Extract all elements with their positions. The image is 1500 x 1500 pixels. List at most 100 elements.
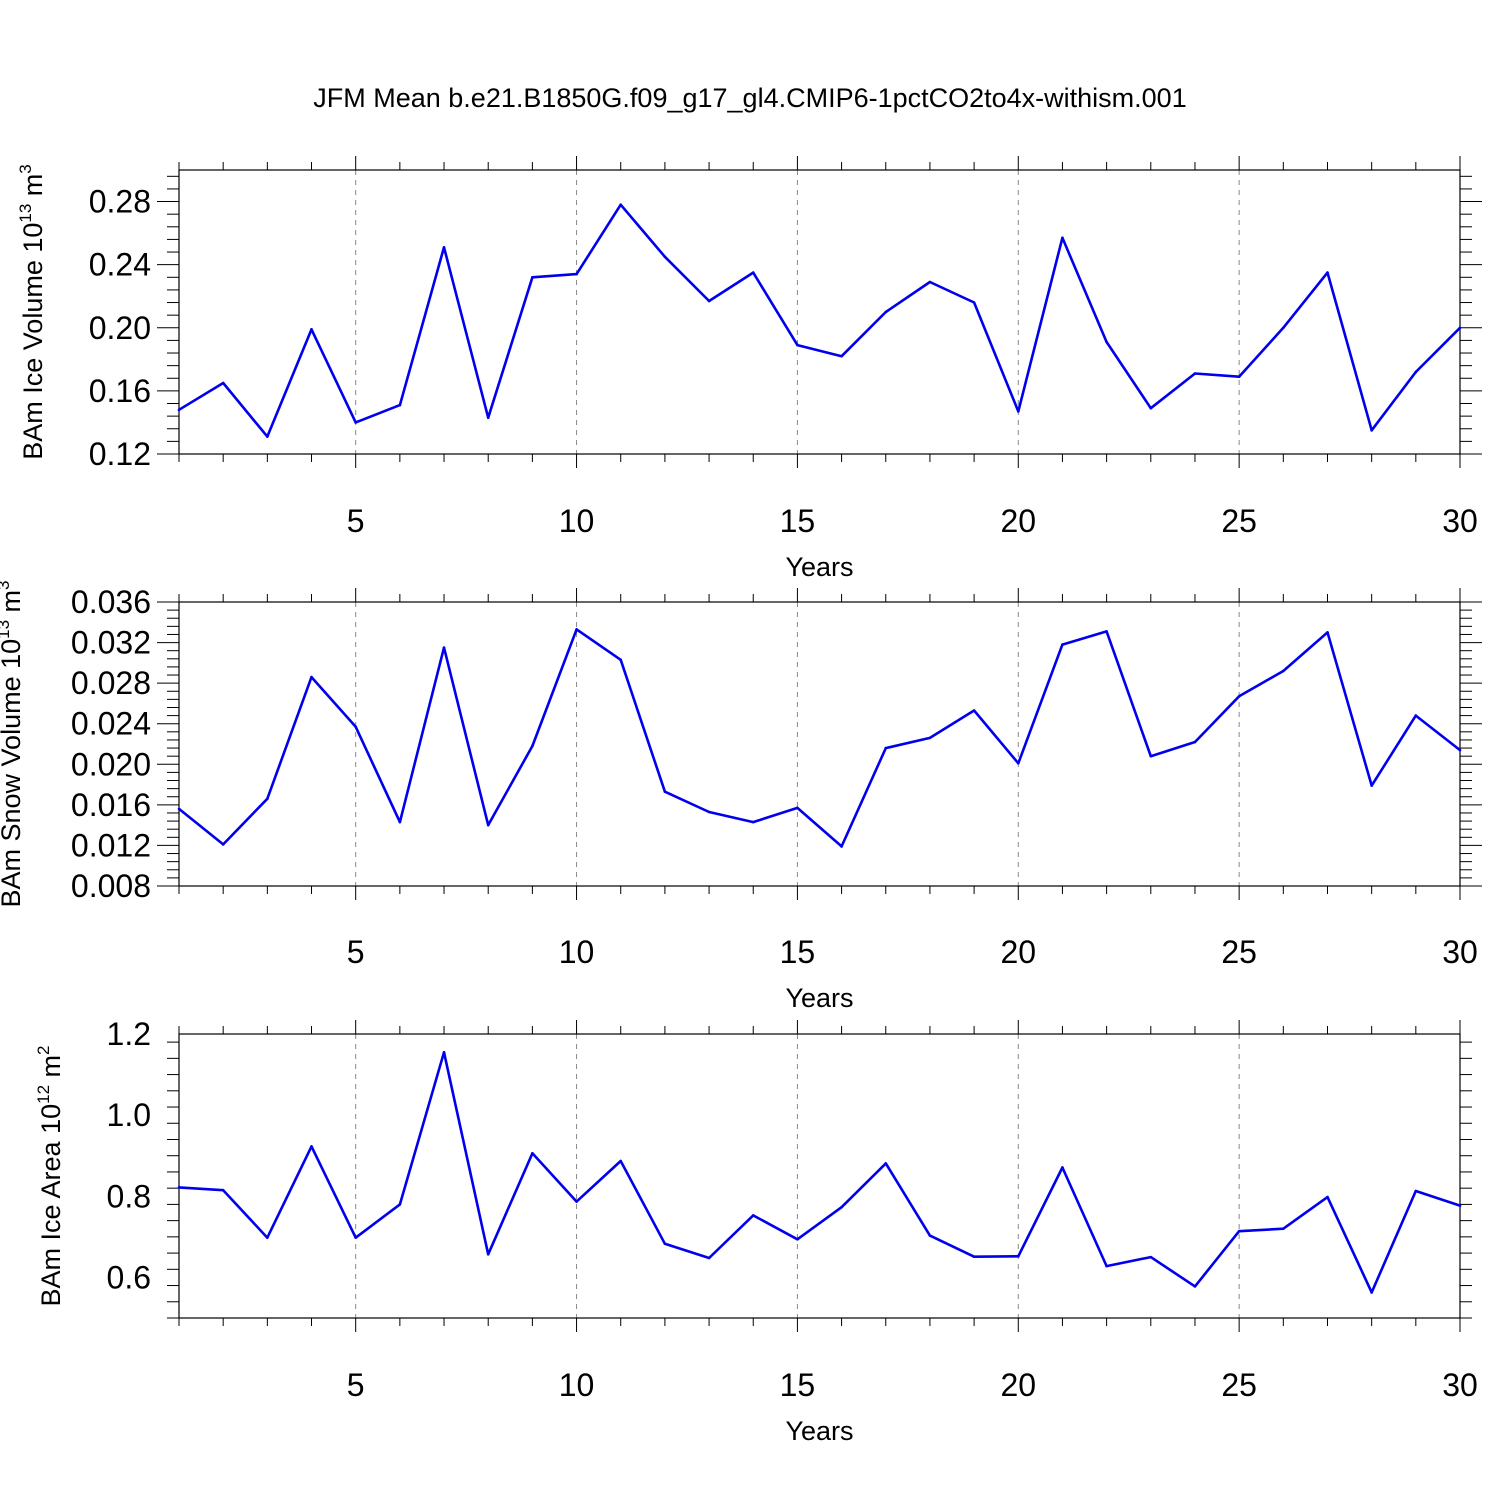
data-point [442, 1050, 446, 1054]
x-tick-label: 30 [1442, 503, 1478, 539]
data-point [310, 328, 313, 331]
data-point [663, 1242, 667, 1246]
plot-frame [178, 169, 1461, 455]
panel-1: 0.12 0.16 0.20 0.24 0.28 5 10 15 20 25 30 Years BAm … [16, 156, 1482, 582]
data-point [1370, 1291, 1373, 1294]
data-point [1370, 784, 1373, 787]
y-axis-label: BAm Snow Volume 1013 m3 [0, 580, 26, 907]
data-point [840, 1205, 843, 1209]
x-axis-label: Years [785, 552, 853, 582]
data-point [1414, 714, 1418, 717]
data-point [1326, 1195, 1329, 1199]
data-point [884, 310, 888, 314]
data-point [266, 435, 269, 438]
x-tick-label: 20 [1000, 934, 1036, 970]
y-axis-label-part: 12 [34, 1085, 53, 1104]
data-point [619, 658, 623, 662]
y-tick-label: 1.2 [107, 1016, 151, 1052]
x-tick-label: 25 [1221, 934, 1257, 970]
data-point [840, 845, 843, 848]
y-axis-label-part: m [0, 590, 26, 620]
data-point [1105, 1264, 1108, 1268]
y-axis-label-part: m [18, 174, 48, 204]
series-line [178, 1051, 1461, 1294]
y-tick-label: 0.028 [71, 665, 151, 701]
y-tick-label: 1.0 [107, 1097, 151, 1133]
data-point [1458, 1204, 1462, 1207]
data-point [928, 280, 932, 284]
data-point [1061, 236, 1064, 240]
y-axis-label: BAm Ice Volume 1013 m3 [16, 164, 48, 460]
data-point [354, 1236, 357, 1239]
data-point [1193, 1285, 1197, 1288]
x-tick-label: 15 [780, 934, 816, 970]
x-tick-label: 5 [347, 1367, 365, 1403]
x-tick-label: 5 [347, 934, 365, 970]
plot-frame [178, 601, 1461, 887]
y-axis-label-part: m [36, 1055, 66, 1085]
x-tick-label: 5 [347, 503, 365, 539]
data-point [486, 1253, 490, 1256]
data-point [1149, 406, 1153, 410]
data-point [619, 203, 623, 207]
data-point [1458, 748, 1462, 752]
data-point [1414, 370, 1418, 374]
y-tick-label: 0.020 [71, 746, 151, 782]
data-point [398, 820, 402, 824]
x-axis-label: Years [785, 1416, 853, 1446]
data-point [1193, 372, 1197, 375]
y-tick-label: 0.12 [89, 436, 151, 472]
y-tick-label: 0.28 [89, 184, 151, 220]
data-point [531, 744, 534, 748]
data-point [663, 255, 667, 259]
data-point [1149, 754, 1153, 758]
data-point [531, 1151, 534, 1155]
x-tick-label: 30 [1442, 934, 1478, 970]
y-tick-label: 0.024 [71, 706, 151, 742]
data-point [707, 299, 711, 303]
data-point [751, 820, 755, 824]
data-point [1105, 630, 1108, 633]
data-point [707, 1256, 711, 1260]
y-tick-label: 0.16 [89, 373, 151, 409]
data-point [707, 810, 711, 814]
x-tick-label: 15 [780, 503, 816, 539]
data-point [1193, 740, 1197, 744]
data-point [1237, 375, 1241, 378]
data-point [354, 421, 357, 424]
data-point [1326, 631, 1329, 634]
data-point [266, 1236, 269, 1239]
x-tick-label: 10 [559, 934, 595, 970]
y-tick-label: 0.24 [89, 247, 151, 283]
y-axis-label-part: 3 [0, 580, 13, 589]
data-point [310, 1145, 313, 1148]
data-point [398, 1203, 402, 1206]
data-point [1458, 326, 1462, 330]
data-point [1016, 761, 1020, 765]
data-point [177, 1186, 181, 1189]
y-tick-label: 0.8 [107, 1178, 151, 1214]
x-axis-label: Years [785, 983, 853, 1013]
x-tick-label: 20 [1000, 503, 1036, 539]
data-point [1282, 1227, 1285, 1231]
data-point [177, 408, 181, 412]
x-tick-label: 10 [559, 503, 595, 539]
y-axis-label-part: BAm Ice Volume 10 [18, 223, 48, 460]
data-point [575, 1200, 578, 1203]
data-point [531, 275, 534, 279]
y-axis-label-part: 2 [34, 1046, 53, 1055]
data-point [1061, 1166, 1064, 1169]
x-tick-label: 30 [1442, 1367, 1478, 1403]
data-point [1282, 326, 1285, 330]
data-point [575, 272, 578, 276]
y-tick-label: 0.008 [71, 868, 151, 904]
data-point [1282, 669, 1285, 673]
data-point [442, 246, 446, 249]
data-point [884, 746, 888, 750]
data-point [221, 381, 225, 385]
x-tick-label: 15 [780, 1367, 816, 1403]
data-point [928, 736, 932, 740]
data-point [1237, 695, 1241, 698]
